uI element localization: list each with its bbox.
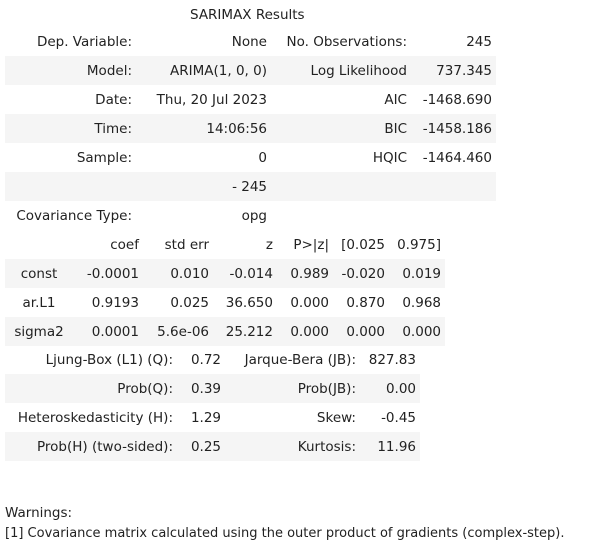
column-header [5,230,73,259]
summary-label: HQIC [372,149,407,166]
diag-value: 0.39 [177,374,225,403]
coef-cell: 0.000 [333,317,389,346]
summary-label [271,201,411,230]
summary-row: Sample: 0 HQIC -1464.460 [5,143,496,172]
summary-value: 14:06:56 [136,114,271,143]
diag-value: 11.96 [360,432,420,461]
summary-value: - 245 [136,172,271,201]
diag-label: Prob(H) (two-sided): [5,432,177,461]
coef-cell: 0.010 [143,259,213,288]
coef-param-name: const [5,259,73,288]
diag-value: -0.45 [381,409,416,426]
summary-label [5,172,136,201]
column-header: P>|z| [293,236,329,253]
summary-value: opg [241,207,267,224]
summary-label: Log Likelihood [271,56,411,85]
coef-row: sigma2 0.0001 5.6e-06 25.212 0.000 0.000… [5,317,445,346]
coef-cell: 0.9193 [91,294,139,311]
summary-value: -1464.460 [422,149,492,166]
coef-cell: 36.650 [225,294,273,311]
summary-row: Dep. Variable: None No. Observations: 24… [5,27,496,56]
diag-label: Kurtosis: [225,432,360,461]
column-header: coef [110,236,139,253]
coef-row: const -0.0001 0.010 -0.014 0.989 -0.020 … [5,259,445,288]
summary-label: Date: [95,91,132,108]
coef-cell: 0.968 [402,294,441,311]
coef-header-row: coef std err z P>|z| [0.025 0.975] [5,230,445,259]
summary-label: Sample: [76,149,132,166]
diag-label: Prob(Q): [5,374,177,403]
summary-value: None [231,33,267,50]
summary-value: Thu, 20 Jul 2023 [156,91,267,108]
diag-row: Prob(Q): 0.39 Prob(JB): 0.00 [5,374,420,403]
summary-row: Covariance Type: opg [5,201,496,230]
summary-value: 245 [466,33,492,50]
diag-value: 0.25 [177,432,225,461]
coef-row: ar.L1 0.9193 0.025 36.650 0.000 0.870 0.… [5,288,445,317]
summary-label: Covariance Type: [16,207,132,224]
diag-label: Heteroskedasticity (H): [17,409,173,426]
diag-label: Jarque-Bera (JB): [244,351,356,368]
summary-value: -1458.186 [411,114,496,143]
coef-cell: -0.014 [213,259,277,288]
summary-value: 0 [258,149,267,166]
summary-value: ARIMA(1, 0, 0) [136,56,271,85]
diag-value: 0.00 [360,374,420,403]
summary-row: Time: 14:06:56 BIC -1458.186 [5,114,496,143]
diag-value: 1.29 [190,409,221,426]
summary-label: Time: [5,114,136,143]
coef-cell: 0.870 [346,294,385,311]
diag-label: Prob(JB): [225,374,360,403]
summary-row: Date: Thu, 20 Jul 2023 AIC -1468.690 [5,85,496,114]
coef-param-name: ar.L1 [22,294,56,311]
column-header: [0.025 [341,236,385,253]
summary-label [271,172,411,201]
coef-param-name: sigma2 [5,317,73,346]
coef-cell: 0.000 [277,317,333,346]
diag-value: 827.83 [368,351,416,368]
summary-label: BIC [271,114,411,143]
column-header: std err [164,236,209,253]
summary-label: No. Observations: [286,33,408,50]
model-summary-table: Dep. Variable: None No. Observations: 24… [5,27,496,230]
summary-value [411,172,496,201]
diagnostics-table: Ljung-Box (L1) (Q): 0.72 Jarque-Bera (JB… [5,345,420,461]
coef-cell: 0.989 [277,259,333,288]
summary-value: -1468.690 [422,91,492,108]
table-caption: SARIMAX Results [190,7,305,23]
diag-value: 0.72 [190,351,221,368]
column-header: z [265,236,273,253]
summary-label: Dep. Variable: [36,33,132,50]
summary-value: 737.345 [411,56,496,85]
coef-cell: -0.0001 [73,259,143,288]
coefficients-table: coef std err z P>|z| [0.025 0.975] const… [5,230,445,346]
coef-cell: 0.000 [389,317,445,346]
coef-cell: 0.019 [389,259,445,288]
coef-cell: 25.212 [213,317,277,346]
diag-row: Prob(H) (two-sided): 0.25 Kurtosis: 11.9… [5,432,420,461]
summary-row: Model: ARIMA(1, 0, 0) Log Likelihood 737… [5,56,496,85]
summary-label: AIC [384,91,407,108]
warnings-title: Warnings: [5,505,73,521]
diag-row: Ljung-Box (L1) (Q): 0.72 Jarque-Bera (JB… [5,345,420,374]
warning-text: [1] Covariance matrix calculated using t… [5,526,565,541]
coef-cell: 0.000 [290,294,329,311]
summary-row: - 245 [5,172,496,201]
coef-cell: -0.020 [333,259,389,288]
column-header: 0.975] [397,236,441,253]
coef-cell: 0.0001 [73,317,143,346]
diag-label: Skew: [316,409,356,426]
summary-value [411,201,496,230]
diag-label: Ljung-Box (L1) (Q): [45,351,173,368]
coef-cell: 0.025 [170,294,209,311]
summary-label: Model: [5,56,136,85]
coef-cell: 5.6e-06 [143,317,213,346]
diag-row: Heteroskedasticity (H): 1.29 Skew: -0.45 [5,403,420,432]
